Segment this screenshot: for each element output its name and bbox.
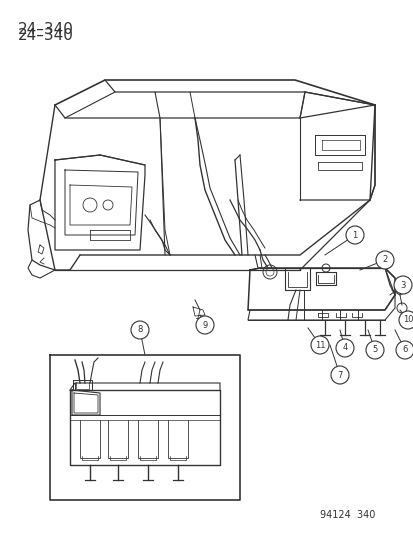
Text: 5: 5 <box>371 345 377 354</box>
Text: 10: 10 <box>402 316 412 325</box>
Text: 6: 6 <box>401 345 407 354</box>
Text: 9: 9 <box>202 320 207 329</box>
Circle shape <box>310 336 328 354</box>
Text: 1: 1 <box>351 230 357 239</box>
Text: 7: 7 <box>337 370 342 379</box>
Text: 24–340: 24–340 <box>18 28 74 43</box>
Circle shape <box>398 311 413 329</box>
Text: 94124  340: 94124 340 <box>319 510 375 520</box>
Circle shape <box>365 341 383 359</box>
Circle shape <box>375 251 393 269</box>
Text: 8: 8 <box>137 326 142 335</box>
Circle shape <box>393 276 411 294</box>
Circle shape <box>395 341 413 359</box>
Text: 4: 4 <box>342 343 347 352</box>
Circle shape <box>330 366 348 384</box>
Circle shape <box>345 226 363 244</box>
Circle shape <box>131 321 149 339</box>
Circle shape <box>335 339 353 357</box>
Text: 11: 11 <box>314 341 325 350</box>
Text: 2: 2 <box>382 255 387 264</box>
Text: 24–340: 24–340 <box>18 22 74 37</box>
Circle shape <box>195 316 214 334</box>
Text: 3: 3 <box>399 280 405 289</box>
